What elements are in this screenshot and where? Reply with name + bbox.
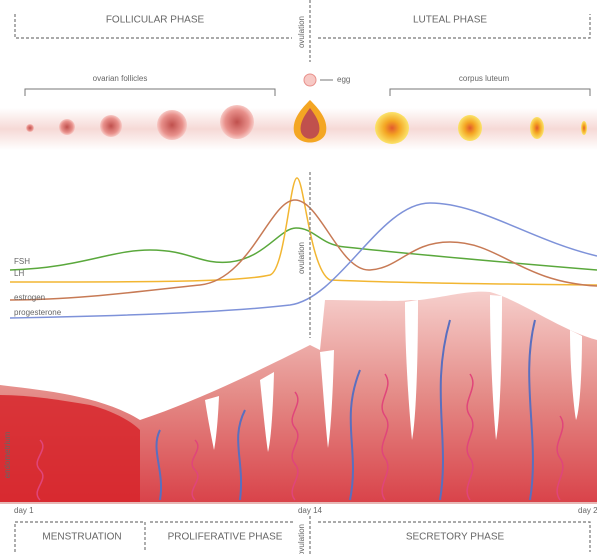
header: FOLLICULAR PHASE LUTEAL PHASE ovulation [15, 0, 590, 62]
ovulation-label: ovulation [297, 16, 306, 48]
phase-label: LUTEAL PHASE [413, 15, 487, 26]
follicle-bracket [25, 89, 275, 96]
ovary-label: ovarian follicles [93, 74, 148, 83]
phase-label: SECRETORY PHASE [406, 532, 505, 543]
phase-label: FOLLICULAR PHASE [106, 15, 205, 26]
ovary-label: egg [337, 75, 350, 84]
hormone-label: FSH [14, 257, 30, 266]
endometrium [0, 292, 597, 503]
corpus-luteum [581, 121, 587, 135]
egg [304, 74, 316, 86]
phase-label: PROLIFERATIVE PHASE [168, 532, 283, 543]
follicle [26, 124, 34, 132]
hormone-label: LH [14, 269, 24, 278]
luteum-bracket [390, 89, 590, 96]
day-label: day 1 [14, 506, 34, 515]
corpus-luteum [458, 115, 482, 141]
follicle [157, 110, 187, 140]
hormone-label: progesterone [14, 308, 62, 317]
ovulation-label: ovulation [297, 242, 306, 274]
endometrium-label: endometrium [3, 431, 12, 478]
hormone-label: estrogen [14, 293, 45, 302]
menstrual-cycle-diagram: FOLLICULAR PHASE LUTEAL PHASE ovulation … [0, 0, 597, 554]
follicle [220, 105, 254, 139]
phase-label: MENSTRUATION [42, 532, 121, 543]
corpus-luteum [375, 112, 409, 144]
day-label: day 14 [298, 506, 323, 515]
corpus-luteum [530, 117, 544, 139]
follicle [59, 119, 75, 135]
ovary: ovarian follicles corpus luteum egg [0, 74, 597, 150]
day-label: day 28 [578, 506, 597, 515]
follicle [100, 115, 122, 137]
ovulation-label: ovulation [297, 524, 306, 554]
ovary-label: corpus luteum [459, 74, 510, 83]
